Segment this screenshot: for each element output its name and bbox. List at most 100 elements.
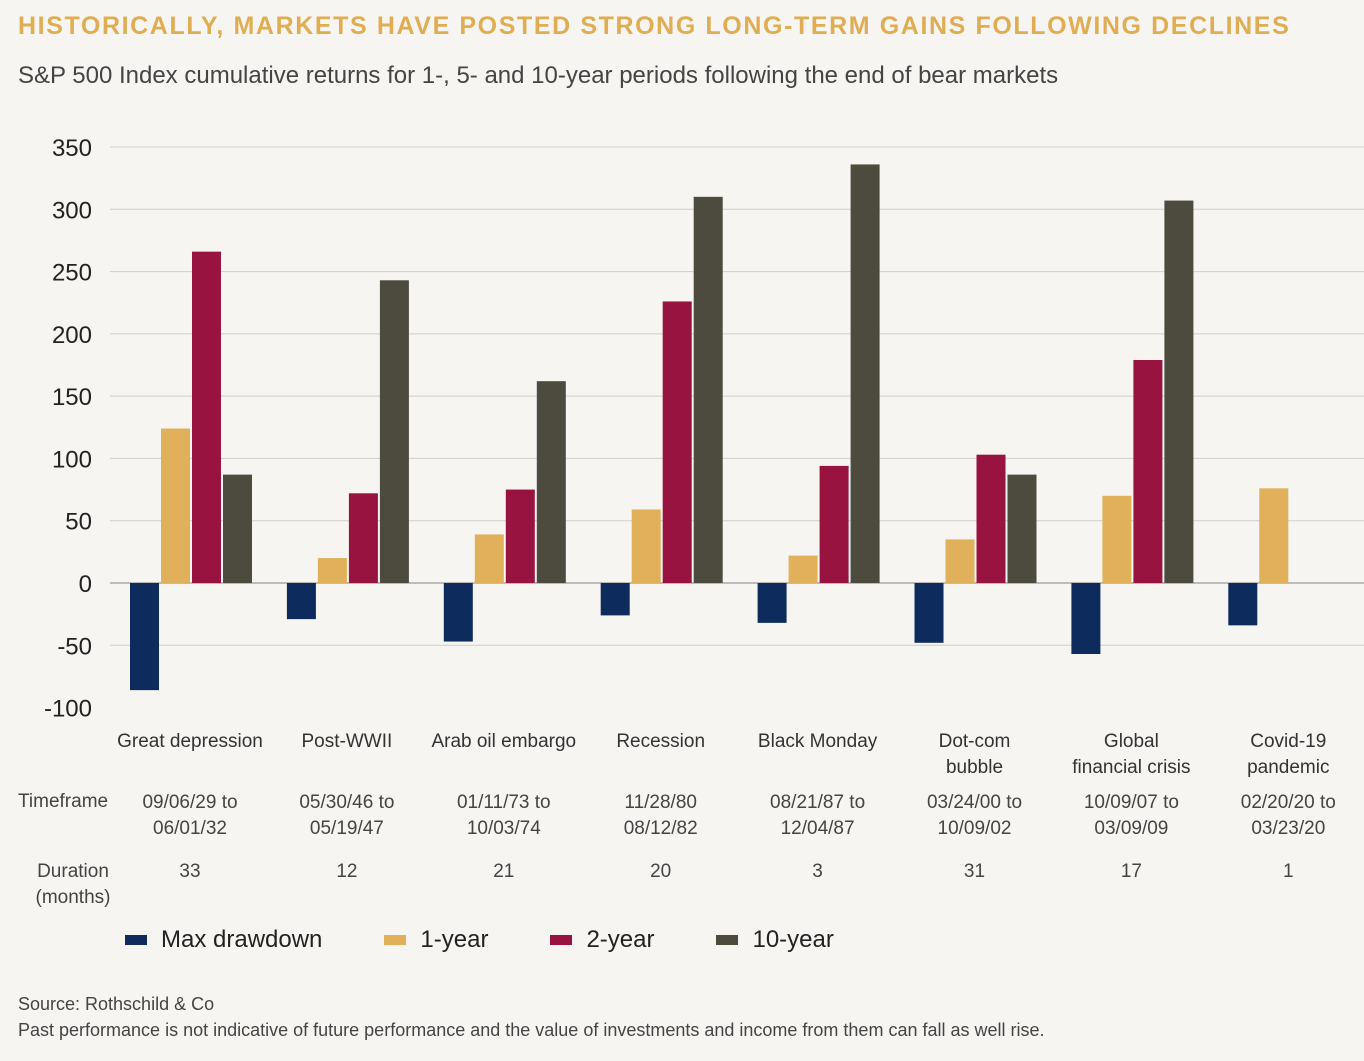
bar-1-year — [1102, 495, 1132, 583]
timeframe-cell: 05/30/46 to 05/19/47 — [272, 790, 422, 842]
x-tick-label-line: pandemic — [1247, 757, 1330, 778]
timeframe-line: 10/09/02 — [937, 818, 1012, 839]
bar-1-year — [945, 539, 975, 583]
bar-2-year — [348, 493, 378, 583]
y-tick-label: -50 — [57, 633, 92, 660]
duration-label-line: (months) — [35, 887, 111, 908]
bar-max-drawdown — [914, 583, 944, 643]
bar-1-year — [317, 558, 347, 583]
legend-item: 1-year — [384, 926, 488, 954]
timeframe-line: 09/06/29 to — [142, 792, 238, 813]
duration-label: Duration (months) — [18, 859, 128, 911]
timeframe-line: 10/03/74 — [466, 818, 541, 839]
bar-1-year — [474, 534, 504, 583]
bar-10-year — [379, 280, 409, 583]
legend-label: 1-year — [420, 926, 489, 953]
y-tick-label: 0 — [79, 571, 92, 598]
y-tick-label: 350 — [52, 135, 92, 162]
x-tick-label-line: Covid-19 — [1250, 731, 1327, 752]
timeframe-line: 05/30/46 to — [299, 792, 395, 813]
x-tick-label-line: Black Monday — [757, 731, 878, 752]
bar-max-drawdown — [443, 583, 473, 642]
timeframe-line: 10/09/07 to — [1083, 792, 1179, 813]
duration-cell: 1 — [1283, 861, 1294, 882]
bar-10-year — [1007, 474, 1037, 583]
x-tick-label: Great depression — [112, 729, 268, 755]
y-tick-label: 300 — [52, 197, 92, 224]
legend-item: Max drawdown — [125, 926, 322, 954]
timeframe-line: 05/19/47 — [309, 818, 384, 839]
bar-max-drawdown — [600, 583, 630, 616]
legend-item: 2-year — [550, 926, 654, 954]
duration-cell: 20 — [650, 861, 672, 882]
chart-title: HISTORICALLY, MARKETS HAVE POSTED STRONG… — [18, 12, 1291, 40]
x-tick-label-line: Post-WWII — [301, 731, 393, 752]
timeframe-line: 03/23/20 — [1251, 818, 1326, 839]
timeframe-line: 12/04/87 — [780, 818, 855, 839]
duration-cell: 12 — [336, 861, 358, 882]
bar-max-drawdown — [1071, 583, 1101, 655]
legend: Max drawdown 1-year 2-year 10-year — [125, 926, 896, 954]
bar-2-year — [819, 465, 849, 583]
timeframe-cell: 11/28/80 08/12/82 — [586, 790, 736, 842]
bar-1-year — [1259, 488, 1289, 583]
legend-item: 10-year — [716, 926, 834, 954]
bar-max-drawdown — [757, 583, 787, 623]
x-tick-label-line: financial crisis — [1072, 757, 1191, 778]
y-tick-label: 250 — [52, 260, 92, 287]
bar-2-year — [976, 454, 1006, 583]
timeframe-cell: 02/20/20 to 03/23/20 — [1213, 790, 1363, 842]
timeframe-cell: 08/21/87 to 12/04/87 — [743, 790, 893, 842]
legend-swatch — [384, 935, 407, 945]
bar-10-year — [223, 474, 252, 583]
x-tick-label: Recession — [583, 729, 739, 755]
bar-1-year — [161, 428, 190, 583]
bar-max-drawdown — [130, 583, 159, 691]
timeframe-line: 08/21/87 to — [770, 792, 866, 813]
duration-label-line: Duration — [37, 861, 109, 882]
legend-label: Max drawdown — [161, 926, 323, 953]
chart-subtitle: S&P 500 Index cumulative returns for 1-,… — [18, 62, 1059, 89]
legend-swatch — [550, 935, 573, 945]
timeframe-line: 11/28/80 — [624, 792, 697, 813]
bar-1-year — [631, 509, 661, 583]
x-tick-label: Black Monday — [740, 729, 896, 755]
timeframe-line: 06/01/32 — [153, 818, 227, 839]
timeframe-line: 03/24/00 to — [926, 792, 1023, 813]
x-tick-label: Global financial crisis — [1053, 729, 1209, 781]
legend-label: 10-year — [752, 926, 834, 953]
timeframe-cell: 03/24/00 to 10/09/02 — [900, 790, 1050, 842]
timeframe-line: 01/11/73 to — [456, 792, 551, 813]
bar-10-year — [1164, 200, 1194, 583]
timeframe-label: Timeframe — [18, 791, 109, 812]
timeframe-line: 02/20/20 to — [1240, 792, 1336, 813]
x-tick-label: Post-WWII — [269, 729, 425, 755]
y-tick-label: 100 — [52, 446, 92, 473]
bar-10-year — [536, 381, 566, 583]
y-tick-label: 200 — [52, 322, 92, 349]
bar-2-year — [1133, 360, 1163, 583]
bar-2-year — [662, 301, 692, 583]
bar-10-year — [693, 196, 723, 584]
bar-max-drawdown — [1228, 583, 1258, 626]
timeframe-cell: 10/09/07 to 03/09/09 — [1056, 790, 1206, 842]
duration-cell: 17 — [1120, 861, 1142, 882]
legend-swatch — [125, 935, 147, 945]
x-tick-label: Covid-19 pandemic — [1210, 729, 1364, 781]
legend-label: 2-year — [586, 926, 655, 953]
duration-cell: 31 — [963, 861, 986, 882]
bar-2-year — [192, 251, 221, 583]
y-tick-label: 150 — [52, 384, 92, 411]
timeframe-cell: 09/06/29 to 06/01/32 — [115, 790, 265, 842]
legend-swatch — [716, 935, 739, 945]
x-tick-label: Arab oil embargo — [426, 729, 582, 755]
bar-10-year — [850, 164, 880, 583]
x-tick-label: Dot-com bubble — [897, 729, 1053, 781]
bar-1-year — [788, 555, 818, 583]
x-tick-label-line: Recession — [616, 731, 706, 752]
y-tick-label: -100 — [44, 696, 92, 723]
timeframe-cell: 01/11/73 to 10/03/74 — [429, 790, 579, 842]
y-tick-label: 50 — [65, 509, 92, 536]
timeframe-line: 08/12/82 — [623, 818, 698, 839]
